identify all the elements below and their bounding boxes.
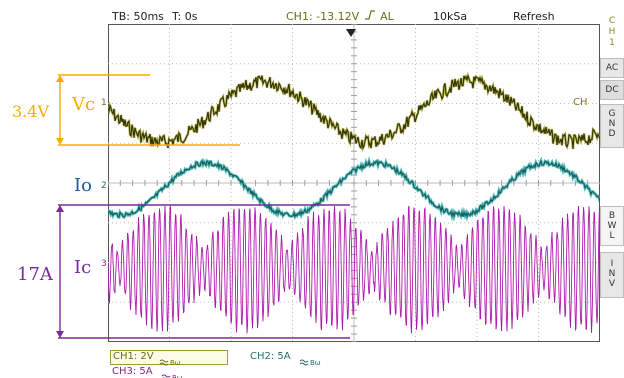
channel-indicator: C H 1	[605, 16, 619, 49]
rising-edge-icon	[364, 10, 375, 23]
bandwidth-icon: Bω	[161, 367, 183, 378]
inv-letter-i: I	[610, 259, 614, 269]
trigger-level-readout[interactable]: CH1: -13.12V AL	[286, 10, 394, 23]
ac-coupling-button[interactable]: AC	[600, 58, 624, 78]
trigger-mode: AL	[380, 10, 394, 23]
io-label: Io	[74, 175, 92, 196]
bwl-letter-b: B	[608, 211, 616, 221]
inv-letter-n: N	[608, 269, 616, 279]
vc-label: Vc	[72, 94, 96, 115]
gnd-letter-d: D	[608, 129, 616, 139]
ch2-setting-box[interactable]: CH2: 5A Bω	[250, 351, 350, 367]
timebase-readout[interactable]: TB: 50ms	[112, 10, 164, 23]
ic-amplitude-label: 17A	[17, 264, 53, 285]
vc-amplitude-label: 3.4V	[12, 102, 49, 121]
ch3-setting-box[interactable]: CH3: 5A Bω	[110, 366, 210, 378]
channel-indicator-c: C	[608, 16, 616, 26]
gnd-letter-n: N	[608, 119, 616, 129]
svg-text:Bω: Bω	[170, 359, 181, 367]
waveform-traces	[108, 71, 600, 334]
ch2-marker[interactable]: 2	[101, 181, 107, 191]
ic-dimension	[56, 204, 350, 339]
waveform-display	[108, 24, 600, 342]
channel-indicator-1: 1	[609, 38, 615, 48]
trigger-position-marker[interactable]	[346, 22, 356, 37]
ch3-setting: CH3: 5A	[112, 366, 153, 377]
ch1-setting-box[interactable]: CH1: 2V Bω	[110, 350, 228, 367]
status-bar: TB: 50ms T: 0s CH1: -13.12V AL 10kSa Ref…	[100, 0, 600, 24]
dc-coupling-button[interactable]: DC	[600, 80, 624, 100]
bandwidth-icon: Bω	[299, 352, 321, 371]
vc-dimension	[56, 74, 240, 146]
trigger-time-readout[interactable]: T: 0s	[172, 10, 198, 23]
bandwidth-limit-button[interactable]: B W L	[600, 206, 624, 246]
refresh-button[interactable]: Refresh	[513, 10, 555, 23]
ch2-setting: CH2: 5A	[250, 351, 291, 362]
vc-trace	[108, 74, 600, 150]
gnd-coupling-button[interactable]: G N D	[600, 104, 624, 148]
trigger-level: CH1: -13.12V	[286, 10, 360, 23]
ch1-marker[interactable]: 1	[101, 98, 107, 108]
ch-end-marker: CH	[573, 97, 588, 108]
bandwidth-icon: Bω	[159, 352, 181, 371]
svg-text:Bω: Bω	[172, 374, 183, 378]
bwl-letter-l: L	[609, 231, 615, 241]
ch3-marker[interactable]: 3	[101, 259, 107, 269]
channel-indicator-h: H	[608, 27, 616, 37]
io-trace	[108, 159, 600, 219]
svg-text:Bω: Bω	[310, 359, 321, 367]
invert-button[interactable]: I N V	[600, 252, 624, 298]
bwl-letter-w: W	[607, 221, 617, 231]
ic-label: Ic	[74, 257, 92, 278]
gnd-letter-g: G	[608, 109, 616, 119]
sample-rate-readout[interactable]: 10kSa	[433, 10, 468, 23]
inv-letter-v: V	[608, 279, 616, 289]
ch1-setting: CH1: 2V	[113, 351, 154, 362]
ic-trace-core	[108, 205, 600, 334]
